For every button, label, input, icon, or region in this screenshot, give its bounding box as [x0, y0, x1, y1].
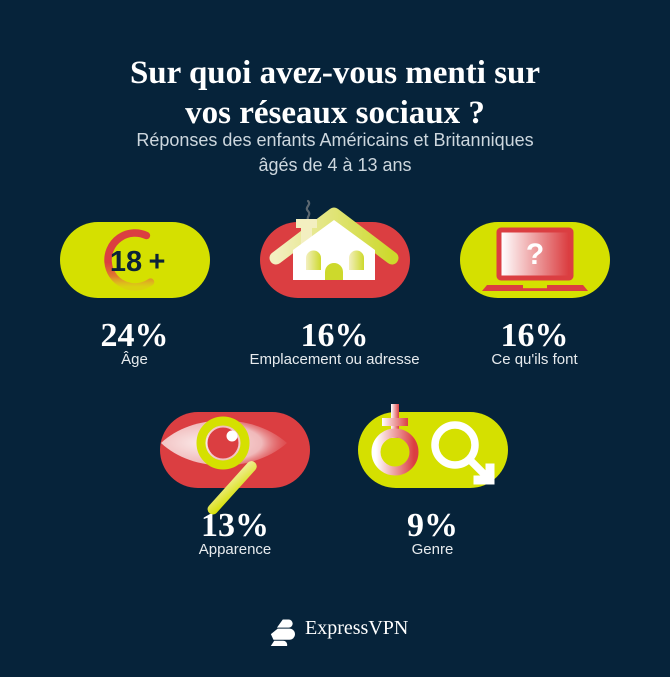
svg-text:18: 18	[109, 246, 141, 278]
svg-text:+: +	[148, 246, 165, 278]
svg-text:?: ?	[525, 238, 543, 271]
